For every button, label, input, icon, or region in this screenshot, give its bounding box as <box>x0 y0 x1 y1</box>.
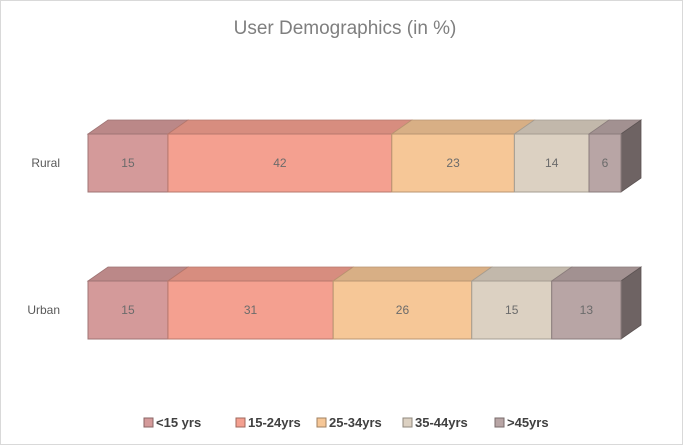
data-label-rural-45yrs: 6 <box>602 156 609 170</box>
bar-top-face <box>390 119 536 135</box>
legend-item-35-44yrs: 35-44yrs <box>402 415 468 430</box>
bar-front-face <box>167 133 393 193</box>
bar-urban-15-24yrs-segment <box>166 266 355 340</box>
legend-label: 15-24yrs <box>248 415 301 430</box>
bar-front-face <box>87 133 169 193</box>
legend-swatch <box>143 417 154 428</box>
data-label-urban-35-44yrs: 15 <box>505 303 519 317</box>
chart-title: User Demographics (in %) <box>234 18 457 39</box>
bar-top-face <box>331 266 494 282</box>
bar-rural-15-24yrs-segment <box>166 119 414 193</box>
bar-rural-15-yrs-segment <box>86 119 190 193</box>
legend-swatch <box>402 417 413 428</box>
bar-front-face <box>391 133 515 193</box>
legend-item-25-34yrs: 25-34yrs <box>316 415 382 430</box>
data-label-rural-25-34yrs: 23 <box>446 156 460 170</box>
bar-top-face <box>166 119 414 135</box>
legend-label: 35-44yrs <box>415 415 468 430</box>
bar-rural-45yrs-segment <box>587 119 643 193</box>
legend-label: >45yrs <box>507 415 549 430</box>
legend-swatch <box>316 417 327 428</box>
bar-top-face <box>166 266 355 282</box>
category-labels: Rural Urban <box>27 156 60 317</box>
legend: <15 yrs 15-24yrs 25-34yrs 35-44yrs >45yrs <box>143 415 549 430</box>
data-label-urban-25-34yrs: 26 <box>396 303 410 317</box>
bar-front-face <box>167 280 334 340</box>
bar-urban-35-44yrs-segment <box>470 266 573 340</box>
legend-swatch <box>494 417 505 428</box>
legend-item-45yrs: >45yrs <box>494 415 549 430</box>
data-label-urban-15-yrs: 15 <box>121 303 135 317</box>
data-label-rural-15-24yrs: 42 <box>273 156 287 170</box>
legend-label: 25-34yrs <box>329 415 382 430</box>
bar-front-face <box>588 133 622 193</box>
legend-item-15-24yrs: 15-24yrs <box>235 415 301 430</box>
bar-front-face <box>332 280 473 340</box>
data-label-urban-15-24yrs: 31 <box>244 303 258 317</box>
bar-front-face <box>471 280 553 340</box>
data-label-rural-15-yrs: 15 <box>121 156 135 170</box>
legend-swatch <box>235 417 246 428</box>
bar-rural-25-34yrs-segment <box>390 119 536 193</box>
category-label-rural: Rural <box>31 156 60 170</box>
legend-item-15-yrs: <15 yrs <box>143 415 201 430</box>
bar-urban-45yrs-segment <box>550 266 643 340</box>
bar-front-face <box>551 280 622 340</box>
bar-urban-25-34yrs-segment <box>331 266 494 340</box>
category-label-urban: Urban <box>27 303 60 317</box>
legend-label: <15 yrs <box>156 415 201 430</box>
bars: 15 42 23 14 6 15 31 26 15 13 <box>86 119 643 340</box>
data-label-urban-45yrs: 13 <box>580 303 594 317</box>
data-label-rural-35-44yrs: 14 <box>545 156 559 170</box>
